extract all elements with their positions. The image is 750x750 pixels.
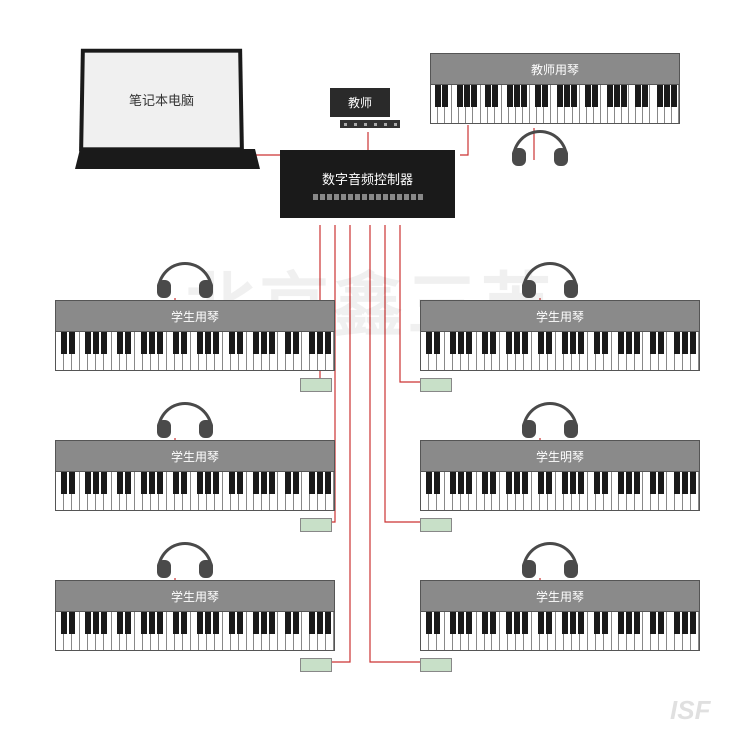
keyboard-label: 学生用琴: [420, 300, 700, 331]
keyboard-label: 学生用琴: [55, 580, 335, 611]
connector-box: [420, 518, 452, 532]
diagram-canvas: { "laptop": { "label": "笔记本电脑", "x": 75,…: [0, 0, 750, 750]
connector-box: [300, 378, 332, 392]
connector-box: [300, 518, 332, 532]
teacher-box: 教师: [330, 88, 390, 117]
keyboard-keys: [420, 611, 700, 651]
laptop-screen-label: 笔记本电脑: [79, 49, 244, 152]
headphones-icon: [520, 542, 580, 577]
keyboard-keys: [55, 611, 335, 651]
teacher-indicator: [340, 120, 400, 128]
audio-controller: 数字音频控制器: [280, 150, 455, 218]
headphones-icon: [520, 402, 580, 437]
headphones-icon: [520, 262, 580, 297]
headphones-icon: [155, 262, 215, 297]
keyboard-unit: 教师用琴: [430, 53, 680, 124]
keyboard-label: 学生用琴: [420, 580, 700, 611]
connector-box: [420, 658, 452, 672]
laptop: 笔记本电脑: [75, 48, 250, 169]
keyboard-label: 学生明琴: [420, 440, 700, 471]
keyboard-unit: 学生用琴: [55, 440, 335, 511]
keyboard-label: 学生用琴: [55, 300, 335, 331]
keyboard-label: 学生用琴: [55, 440, 335, 471]
headphones-icon: [510, 130, 570, 165]
logo-text: ISF: [670, 695, 710, 726]
headphones-icon: [155, 402, 215, 437]
laptop-base: [75, 149, 260, 169]
headphones-icon: [155, 542, 215, 577]
keyboard-unit: 学生用琴: [55, 580, 335, 651]
keyboard-label: 教师用琴: [430, 53, 680, 84]
keyboard-unit: 学生用琴: [55, 300, 335, 371]
keyboard-keys: [420, 331, 700, 371]
keyboard-keys: [55, 331, 335, 371]
keyboard-keys: [430, 84, 680, 124]
keyboard-unit: 学生用琴: [420, 300, 700, 371]
keyboard-keys: [55, 471, 335, 511]
keyboard-keys: [420, 471, 700, 511]
keyboard-unit: 学生用琴: [420, 580, 700, 651]
connector-box: [300, 658, 332, 672]
controller-label: 数字音频控制器: [322, 169, 413, 188]
connector-box: [420, 378, 452, 392]
keyboard-unit: 学生明琴: [420, 440, 700, 511]
controller-ports: [313, 194, 423, 200]
